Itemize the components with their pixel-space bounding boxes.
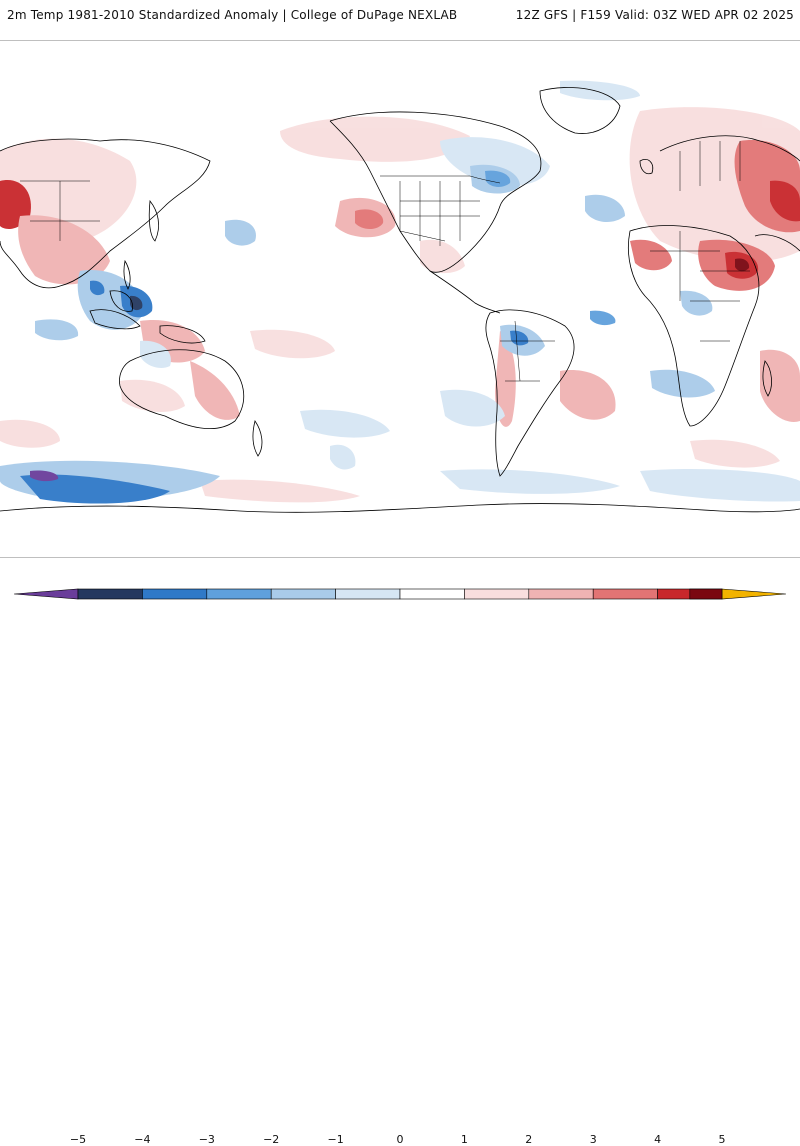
europe-coastline — [659, 135, 800, 162]
colorbar-extreme-low — [13, 588, 79, 600]
colorbar-segment — [592, 588, 658, 600]
anomaly-patch — [510, 330, 529, 346]
new-guinea-coastline — [159, 325, 206, 344]
colorbar-segment — [270, 588, 336, 600]
anomaly-patch — [560, 370, 616, 420]
colorbar-segment — [689, 588, 723, 600]
us-canada-border — [380, 175, 501, 184]
anomaly-patch — [420, 239, 465, 274]
anomaly-patch — [735, 258, 750, 272]
anomaly-patch — [590, 310, 616, 326]
colorbar-segment — [399, 588, 465, 600]
colorbar-segment — [464, 588, 530, 600]
map-title: 2m Temp 1981-2010 Standardized Anomaly |… — [7, 8, 458, 22]
anomaly-patch — [585, 194, 625, 223]
anomaly-patch — [250, 329, 335, 359]
anomaly-patch — [355, 209, 384, 229]
colorbar-tick-label: −4 — [134, 1133, 151, 1146]
colorbar-segment — [335, 588, 401, 600]
anomaly-patch — [225, 219, 256, 246]
australia-coastline — [119, 349, 244, 429]
anomaly-patch — [20, 474, 170, 504]
anomaly-map — [0, 40, 800, 558]
africa-borders — [650, 231, 750, 342]
political-borders — [20, 141, 750, 382]
colorbar-tick-label: −2 — [263, 1133, 280, 1146]
anomaly-patch — [90, 280, 105, 296]
anomaly-patch — [690, 439, 780, 468]
colorbar-tick-label: 4 — [654, 1133, 662, 1146]
colorbar-tick-label: −1 — [327, 1133, 344, 1146]
anomaly-patch — [650, 369, 715, 398]
colorbar-strip — [13, 588, 787, 600]
header: 2m Temp 1981-2010 Standardized Anomaly |… — [0, 0, 800, 40]
asia-coastline — [0, 138, 211, 289]
map-canvas — [0, 80, 800, 513]
philippines-coastline — [123, 259, 131, 290]
colorbar-extreme-high — [721, 588, 787, 600]
greenland-coastline — [539, 87, 621, 134]
anomaly-patch — [485, 170, 511, 187]
colorbar-tick-label: 1 — [460, 1133, 468, 1146]
colorbar-tick-label: −3 — [198, 1133, 215, 1146]
central-america-coastline — [429, 270, 501, 314]
south-america-borders — [500, 320, 555, 382]
north-america-coastline — [329, 111, 542, 273]
anomaly-patch — [440, 137, 550, 186]
anomaly-patch — [300, 409, 390, 438]
anomaly-patch — [140, 340, 171, 368]
anomaly-patch — [30, 470, 59, 482]
anomaly-patch — [0, 419, 60, 448]
anomaly-patch — [680, 290, 713, 316]
madagascar-coastline — [762, 360, 772, 397]
borneo-coastline — [109, 290, 133, 312]
asia-borders — [20, 180, 100, 241]
indonesia-coastline — [89, 309, 141, 330]
europe-borders — [679, 141, 741, 191]
coastlines — [0, 87, 800, 513]
anomaly-patch — [120, 379, 185, 413]
anomaly-patch — [440, 469, 620, 494]
colorbar-segment — [206, 588, 272, 600]
anomaly-patch — [35, 319, 79, 341]
anomaly-patch — [330, 444, 356, 470]
colorbar-segment — [77, 588, 143, 600]
colorbar-tick-label: 0 — [396, 1133, 404, 1146]
anomaly-patch — [760, 349, 800, 422]
anomaly-patch — [440, 389, 505, 427]
anomaly-patch — [770, 180, 800, 222]
colorbar-tick-label: 5 — [718, 1133, 726, 1146]
colorbar-tick-label: 2 — [525, 1133, 533, 1146]
colorbar-tick-label: 3 — [589, 1133, 597, 1146]
anomaly-patch — [130, 295, 143, 311]
anomaly-patch — [18, 215, 110, 285]
model-valid-time: 12Z GFS | F159 Valid: 03Z WED APR 02 202… — [515, 8, 794, 22]
colorbar-segment — [528, 588, 594, 600]
us-mexico-border — [399, 230, 446, 242]
anomaly-patch — [495, 331, 516, 427]
anomaly-patch — [190, 361, 240, 420]
africa-coastline — [627, 225, 760, 427]
new-zealand-coastline — [252, 420, 263, 457]
japan-coastline — [148, 199, 160, 242]
anomaly-patch — [560, 80, 640, 101]
anomaly-patch — [200, 479, 360, 503]
us-state-lines — [399, 181, 480, 246]
anomaly-patch — [280, 116, 470, 162]
antarctica-coastline — [0, 503, 800, 513]
uk-coastline — [639, 158, 654, 175]
south-america-coastline — [485, 309, 575, 477]
colorbar-segment — [142, 588, 208, 600]
colorbar-tick-label: −5 — [69, 1133, 87, 1146]
anomaly-patch — [640, 469, 800, 502]
arabia-coastline — [754, 234, 800, 252]
anomaly-patch — [630, 239, 672, 271]
